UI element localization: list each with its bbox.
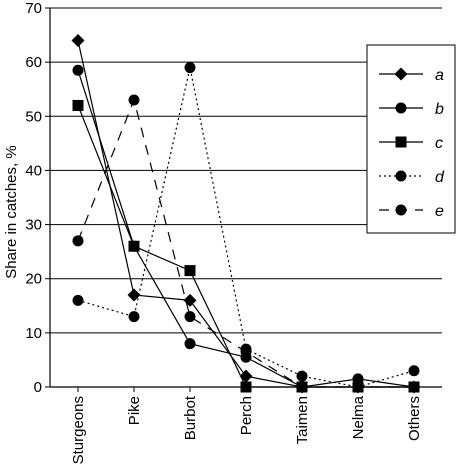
x-tick-label: Pike [126,396,143,425]
series-e-point [184,311,196,323]
legend-item-e: e [379,203,444,220]
x-tick-label: Sturgeons [70,396,87,464]
grid-lines [50,7,442,334]
x-axis-ticks: Sturgeons Pike Burbot Perch Taimen Nelma Other… [70,387,423,464]
y-tick-label: 40 [25,162,42,179]
series-d-point [408,365,420,377]
legend-box [366,44,456,234]
axes [49,8,442,388]
x-tick-label: Nelma [350,395,367,439]
legend-marker [395,136,407,148]
y-tick-label: 20 [25,271,42,288]
legend-label: d [435,169,445,186]
x-tick-label: Taimen [294,396,311,444]
series-b-point [184,338,196,350]
legend-label: a [435,67,444,84]
series-e-point [240,346,252,358]
series-c-point [128,240,140,252]
y-axis-ticks: 0 10 20 30 40 50 60 70 [25,0,50,396]
series-d-point [72,294,84,306]
legend-marker [395,170,407,182]
legend-label: c [435,135,443,152]
series-e-point [72,235,84,247]
series-b-point [72,64,84,76]
y-tick-label: 0 [34,379,42,396]
y-tick-label: 50 [25,108,42,125]
series-c-point [184,265,196,277]
series-d-point [128,311,140,323]
y-tick-label: 60 [25,54,42,71]
y-tick-label: 30 [25,217,42,234]
x-tick-label: Perch [238,396,255,435]
series-c-point [72,99,84,111]
legend-marker [395,102,407,114]
series-a-point [127,288,141,302]
legend-marker [394,67,408,81]
series-d-point [184,62,196,74]
legend-item-c: c [379,135,443,152]
legend-marker [395,204,407,216]
legend-label: b [435,101,444,118]
series-d-point [296,370,308,382]
series-e-point [128,94,140,106]
x-tick-label: Others [406,396,423,441]
series-a-point [183,293,197,307]
y-tick-label: 70 [25,0,42,17]
legend-label: e [435,203,444,220]
legend-item-d: d [379,169,445,186]
legend-item-b: b [379,101,444,118]
series-a-point [71,33,85,47]
y-tick-label: 10 [25,325,42,342]
legend-item-a: a [379,67,444,84]
series-b-line [77,70,415,388]
x-tick-label: Burbot [182,395,199,440]
series-a-line [77,40,414,388]
y-axis-title: Share in catches, % [3,145,20,278]
